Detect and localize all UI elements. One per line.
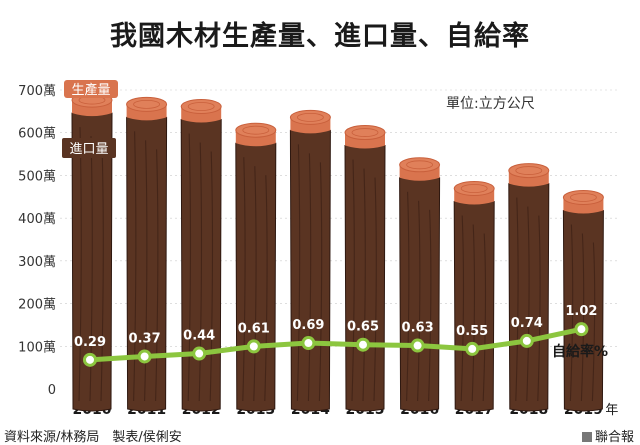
production-top: [126, 96, 168, 112]
production-top: [562, 189, 604, 205]
bark-line: [515, 197, 519, 402]
log-bar: [453, 181, 495, 412]
production-top: [453, 181, 495, 197]
ratio-point: [192, 346, 207, 361]
log-bar: [180, 98, 222, 412]
bark-line: [417, 200, 421, 402]
y-tick-label: 700萬: [18, 84, 56, 99]
log-bar: [399, 157, 441, 412]
bark-line: [373, 177, 377, 402]
y-tick-label: 100萬: [18, 340, 56, 355]
ratio-data-label: 0.29: [74, 335, 106, 350]
ratio-point: [519, 333, 534, 348]
bark-line: [307, 153, 312, 402]
growth-ring: [133, 99, 161, 109]
publisher-credit: 聯合報: [581, 426, 634, 445]
ratio-data-label: 0.37: [129, 331, 161, 346]
ratio-data-label: 0.44: [183, 329, 215, 344]
bark-line: [580, 233, 585, 402]
ratio-data-label: 0.65: [347, 320, 379, 335]
bark-line: [187, 133, 192, 402]
y-tick-label: 200萬: [18, 298, 56, 313]
chart-title: 我國木材生產量、進口量、自給率: [110, 21, 530, 52]
log-bar: [289, 109, 331, 412]
growth-ring: [187, 102, 215, 111]
ratio-data-label: 1.02: [565, 304, 597, 319]
ratio-point: [410, 338, 425, 353]
publisher-name: 聯合報: [594, 430, 634, 445]
growth-ring: [351, 128, 379, 137]
bark-line: [460, 215, 465, 402]
log-bar: [344, 125, 386, 412]
bark-line: [482, 233, 487, 402]
bark-line: [296, 144, 301, 402]
source-note: 資料來源/林務局 製表/侯俐安: [4, 430, 182, 445]
bark-line: [100, 145, 104, 402]
unit-label: 單位:立方公尺: [446, 96, 535, 112]
ratio-point: [246, 339, 261, 354]
production-top: [180, 98, 222, 114]
production-top: [344, 125, 386, 141]
log-bar: [562, 189, 604, 412]
log-bar: [508, 163, 550, 412]
bark-line: [318, 162, 323, 402]
growth-ring: [242, 125, 270, 135]
bark-line: [471, 224, 476, 402]
bark-line: [264, 175, 268, 402]
ratio-point: [83, 352, 97, 367]
x-unit-label: 年: [605, 403, 618, 418]
growth-ring: [296, 112, 324, 122]
growth-ring: [460, 184, 488, 193]
ratio-data-label: 0.74: [511, 316, 543, 331]
y-tick-label: 300萬: [18, 255, 56, 270]
bark-line: [78, 127, 82, 402]
ratio-data-label: 0.61: [238, 321, 270, 336]
bark-line: [242, 157, 246, 402]
legend-production-label: 生產量: [71, 82, 110, 98]
bark-line: [253, 166, 257, 402]
production-top: [508, 163, 550, 179]
ratio-line: [89, 326, 582, 363]
ratio-point: [356, 337, 370, 352]
y-tick-label: 400萬: [18, 212, 56, 227]
growth-ring: [515, 166, 543, 175]
ratio-point: [574, 322, 589, 337]
log-bar: [235, 122, 277, 412]
publisher-square-icon: [581, 432, 592, 442]
bark-line: [406, 191, 410, 402]
y-tick-label: 600萬: [18, 127, 56, 142]
bark-line: [362, 168, 366, 402]
legend-production: 生產量: [64, 80, 118, 98]
legend-ratio-label: 自給率%: [552, 343, 608, 360]
ratio-point: [465, 341, 480, 356]
bark-line: [569, 224, 574, 402]
ratio-data-label: 0.69: [292, 318, 324, 333]
bark-line: [198, 142, 203, 402]
y-tick-label: 500萬: [18, 169, 56, 184]
bark-line: [537, 215, 541, 402]
production-top: [289, 109, 331, 125]
ratio-data-label: 0.63: [402, 321, 434, 336]
growth-ring: [406, 160, 434, 170]
bark-line: [155, 149, 159, 402]
growth-ring: [570, 193, 597, 202]
legend-import-label: 進口量: [69, 142, 108, 157]
bark-line: [133, 131, 137, 402]
bark-line: [351, 159, 355, 402]
legend-production-swatch: [64, 80, 118, 98]
bark-line: [209, 151, 214, 402]
bark-line: [591, 242, 596, 402]
legend-import-swatch: [62, 138, 116, 158]
ratio-point: [137, 349, 152, 364]
bark-line: [526, 206, 530, 402]
legend-import: 進口量: [62, 138, 116, 158]
ratio-point: [301, 336, 316, 351]
ratio-data-label: 0.55: [456, 324, 488, 339]
y-tick-label: 0: [48, 383, 56, 398]
bark-line: [428, 209, 432, 402]
production-top: [399, 157, 441, 173]
log-bar: [126, 96, 168, 412]
production-top: [235, 122, 277, 138]
